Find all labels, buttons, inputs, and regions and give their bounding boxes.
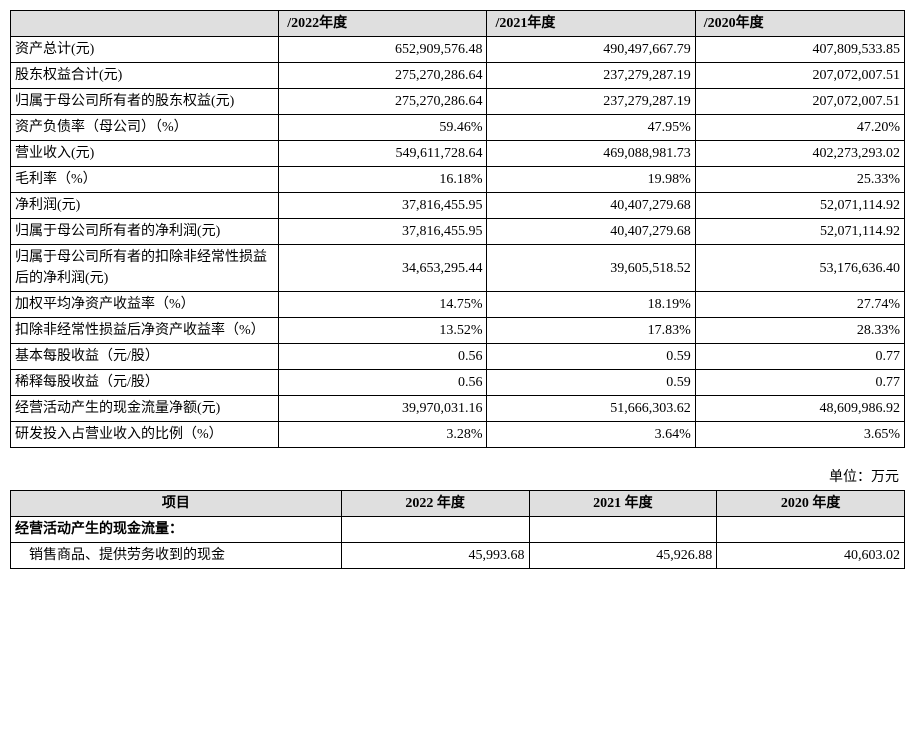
- table-header-row: /2022年度 /2021年度 /2020年度: [11, 11, 905, 37]
- empty-cell: [529, 517, 717, 543]
- cell-2020: 40,603.02: [717, 543, 905, 569]
- table-row: 净利润(元)37,816,455.9540,407,279.6852,071,1…: [11, 193, 905, 219]
- table-row: 基本每股收益（元/股）0.560.590.77: [11, 344, 905, 370]
- cell-value: 51,666,303.62: [487, 396, 695, 422]
- cell-value: 59.46%: [279, 115, 487, 141]
- table-row: 加权平均净资产收益率（%）14.75%18.19%27.74%: [11, 292, 905, 318]
- row-label: 净利润(元): [11, 193, 279, 219]
- financial-summary-table: /2022年度 /2021年度 /2020年度 资产总计(元)652,909,5…: [10, 10, 905, 448]
- section-row: 经营活动产生的现金流量：: [11, 517, 905, 543]
- row-label: 归属于母公司所有者的股东权益(元): [11, 89, 279, 115]
- empty-cell: [717, 517, 905, 543]
- cell-value: 237,279,287.19: [487, 89, 695, 115]
- header-2022: 2022 年度: [341, 491, 529, 517]
- cell-value: 39,970,031.16: [279, 396, 487, 422]
- cell-value: 47.20%: [695, 115, 904, 141]
- row-label: 销售商品、提供劳务收到的现金: [11, 543, 342, 569]
- row-label: 归属于母公司所有者的净利润(元): [11, 219, 279, 245]
- table-row: 资产负债率（母公司）（%）59.46%47.95%47.20%: [11, 115, 905, 141]
- table-row: 归属于母公司所有者的扣除非经常性损益后的净利润(元)34,653,295.443…: [11, 245, 905, 292]
- row-label: 研发投入占营业收入的比例（%）: [11, 422, 279, 448]
- cell-value: 237,279,287.19: [487, 63, 695, 89]
- table-row: 归属于母公司所有者的净利润(元)37,816,455.9540,407,279.…: [11, 219, 905, 245]
- table-row: 归属于母公司所有者的股东权益(元)275,270,286.64237,279,2…: [11, 89, 905, 115]
- table-row: 股东权益合计(元)275,270,286.64237,279,287.19207…: [11, 63, 905, 89]
- cell-value: 3.64%: [487, 422, 695, 448]
- table-row: 稀释每股收益（元/股）0.560.590.77: [11, 370, 905, 396]
- cell-value: 0.77: [695, 344, 904, 370]
- cell-value: 39,605,518.52: [487, 245, 695, 292]
- table-row: 扣除非经常性损益后净资产收益率（%）13.52%17.83%28.33%: [11, 318, 905, 344]
- table-header-row: 项目 2022 年度 2021 年度 2020 年度: [11, 491, 905, 517]
- cell-value: 652,909,576.48: [279, 37, 487, 63]
- cell-value: 207,072,007.51: [695, 63, 904, 89]
- cell-value: 28.33%: [695, 318, 904, 344]
- row-label: 股东权益合计(元): [11, 63, 279, 89]
- cell-value: 25.33%: [695, 167, 904, 193]
- empty-cell: [341, 517, 529, 543]
- cell-value: 19.98%: [487, 167, 695, 193]
- table-row: 销售商品、提供劳务收到的现金 45,993.68 45,926.88 40,60…: [11, 543, 905, 569]
- cell-value: 14.75%: [279, 292, 487, 318]
- cell-value: 3.65%: [695, 422, 904, 448]
- cell-value: 34,653,295.44: [279, 245, 487, 292]
- row-label: 营业收入(元): [11, 141, 279, 167]
- unit-label: 单位：万元: [10, 466, 899, 486]
- cell-value: 402,273,293.02: [695, 141, 904, 167]
- cell-value: 549,611,728.64: [279, 141, 487, 167]
- cell-value: 37,816,455.95: [279, 219, 487, 245]
- cell-value: 407,809,533.85: [695, 37, 904, 63]
- cell-value: 3.28%: [279, 422, 487, 448]
- section-label: 经营活动产生的现金流量：: [11, 517, 342, 543]
- header-blank: [11, 11, 279, 37]
- row-label: 稀释每股收益（元/股）: [11, 370, 279, 396]
- cell-value: 47.95%: [487, 115, 695, 141]
- header-item: 项目: [11, 491, 342, 517]
- cell-value: 275,270,286.64: [279, 63, 487, 89]
- cell-2021: 45,926.88: [529, 543, 717, 569]
- cell-value: 52,071,114.92: [695, 193, 904, 219]
- header-2022: /2022年度: [279, 11, 487, 37]
- cell-value: 490,497,667.79: [487, 37, 695, 63]
- cell-value: 53,176,636.40: [695, 245, 904, 292]
- cell-value: 0.59: [487, 344, 695, 370]
- cell-value: 207,072,007.51: [695, 89, 904, 115]
- cell-value: 0.56: [279, 370, 487, 396]
- cell-value: 13.52%: [279, 318, 487, 344]
- cell-value: 52,071,114.92: [695, 219, 904, 245]
- cell-2022: 45,993.68: [341, 543, 529, 569]
- row-label: 扣除非经常性损益后净资产收益率（%）: [11, 318, 279, 344]
- cashflow-table: 项目 2022 年度 2021 年度 2020 年度 经营活动产生的现金流量： …: [10, 490, 905, 569]
- row-label: 毛利率（%）: [11, 167, 279, 193]
- cell-value: 37,816,455.95: [279, 193, 487, 219]
- row-label: 归属于母公司所有者的扣除非经常性损益后的净利润(元): [11, 245, 279, 292]
- table-row: 经营活动产生的现金流量净额(元)39,970,031.1651,666,303.…: [11, 396, 905, 422]
- cell-value: 0.56: [279, 344, 487, 370]
- header-2020: 2020 年度: [717, 491, 905, 517]
- row-label: 资产总计(元): [11, 37, 279, 63]
- cell-value: 16.18%: [279, 167, 487, 193]
- cell-value: 48,609,986.92: [695, 396, 904, 422]
- row-label: 经营活动产生的现金流量净额(元): [11, 396, 279, 422]
- row-label: 加权平均净资产收益率（%）: [11, 292, 279, 318]
- cell-value: 27.74%: [695, 292, 904, 318]
- header-2020: /2020年度: [695, 11, 904, 37]
- header-2021: /2021年度: [487, 11, 695, 37]
- row-label: 资产负债率（母公司）（%）: [11, 115, 279, 141]
- table-row: 研发投入占营业收入的比例（%）3.28%3.64%3.65%: [11, 422, 905, 448]
- cell-value: 0.59: [487, 370, 695, 396]
- cell-value: 18.19%: [487, 292, 695, 318]
- row-label-text: 销售商品、提供劳务收到的现金: [29, 548, 225, 563]
- cell-value: 275,270,286.64: [279, 89, 487, 115]
- table-row: 营业收入(元)549,611,728.64469,088,981.73402,2…: [11, 141, 905, 167]
- cell-value: 40,407,279.68: [487, 193, 695, 219]
- cell-value: 0.77: [695, 370, 904, 396]
- header-2021: 2021 年度: [529, 491, 717, 517]
- table-row: 资产总计(元)652,909,576.48490,497,667.79407,8…: [11, 37, 905, 63]
- cell-value: 40,407,279.68: [487, 219, 695, 245]
- table-row: 毛利率（%）16.18%19.98%25.33%: [11, 167, 905, 193]
- cell-value: 17.83%: [487, 318, 695, 344]
- cell-value: 469,088,981.73: [487, 141, 695, 167]
- row-label: 基本每股收益（元/股）: [11, 344, 279, 370]
